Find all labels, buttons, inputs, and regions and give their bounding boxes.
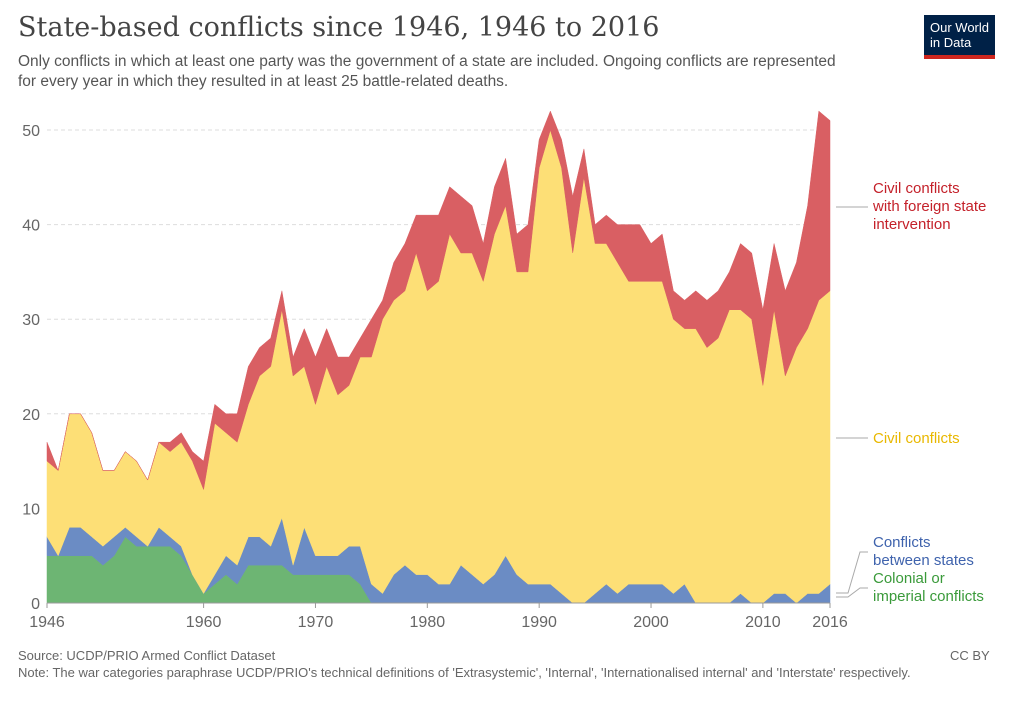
label-line: with foreign state: [873, 198, 987, 215]
x-tick-label: 2010: [745, 614, 781, 631]
area-civil-foreign: [46, 110, 831, 491]
x-tick-label: 1970: [298, 614, 334, 631]
y-tick-label: 50: [22, 123, 40, 140]
label-line: between states: [873, 552, 974, 569]
label-interstate: Conflicts between states: [873, 534, 974, 570]
owid-logo[interactable]: Our World in Data: [924, 15, 995, 59]
x-tick-label: 1980: [410, 614, 446, 631]
label-line: imperial conflicts: [873, 588, 984, 605]
logo-text: Our World in Data: [930, 20, 989, 50]
label-leader-line: [836, 587, 868, 598]
area-civil: [46, 129, 831, 604]
label-civil-foreign: Civil conflicts with foreign state interve…: [873, 180, 986, 234]
label-civil: Civil conflicts: [873, 430, 960, 448]
y-tick-label: 10: [22, 501, 40, 518]
note-text: Note: The war categories paraphrase UCDP…: [18, 665, 911, 680]
y-tick-label: 30: [22, 312, 40, 329]
label-line: intervention: [873, 216, 951, 233]
y-tick-label: 20: [22, 407, 40, 424]
y-tick-label: 40: [22, 218, 40, 235]
source-text: Source: UCDP/PRIO Armed Conflict Dataset: [18, 648, 276, 663]
label-line: Conflicts: [873, 534, 931, 551]
label-leader-line: [836, 551, 868, 594]
label-line: Civil conflicts: [873, 180, 960, 197]
label-line: Colonial or: [873, 570, 945, 587]
x-tick-label: 1946: [29, 614, 65, 631]
chart-title: State-based conflicts since 1946, 1946 t…: [18, 12, 660, 43]
label-line: Civil conflicts: [873, 430, 960, 447]
label-colonial: Colonial or imperial conflicts: [873, 570, 984, 606]
license-link[interactable]: CC BY: [950, 648, 990, 663]
x-tick-label: 2000: [633, 614, 669, 631]
chart-subtitle: Only conflicts in which at least one par…: [18, 53, 836, 90]
x-tick-label: 1990: [521, 614, 557, 631]
y-tick-label: 0: [31, 596, 40, 613]
x-tick-label: 2016: [812, 614, 848, 631]
x-tick-label: 1960: [186, 614, 222, 631]
